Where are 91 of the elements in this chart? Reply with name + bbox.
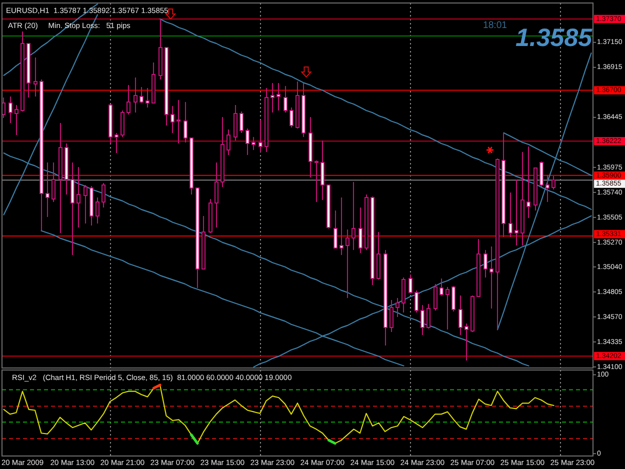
candlestick <box>534 167 538 212</box>
candlestick <box>496 158 500 330</box>
candlestick <box>346 229 350 298</box>
candlestick <box>314 160 318 202</box>
candlestick <box>40 79 44 232</box>
candlestick <box>34 56 38 98</box>
candlestick <box>358 206 362 254</box>
candlestick <box>540 161 544 188</box>
candlestick <box>164 47 168 126</box>
candlestick <box>108 104 112 144</box>
candlestick <box>270 82 274 114</box>
candlestick <box>246 128 250 156</box>
candlestick <box>114 132 118 154</box>
candlestick <box>20 31 24 112</box>
candlestick <box>158 18 162 80</box>
candlestick <box>440 278 444 296</box>
candlestick <box>340 197 344 256</box>
candlestick <box>264 88 268 152</box>
candlestick <box>514 179 518 246</box>
candlestick <box>146 88 150 108</box>
candlestick <box>446 286 450 330</box>
candlestick <box>320 140 324 200</box>
candlestick <box>140 86 144 104</box>
candlestick <box>220 116 224 188</box>
candlestick <box>214 162 218 228</box>
candlestick <box>284 86 288 114</box>
candlestick <box>426 304 430 330</box>
candlestick <box>552 176 556 190</box>
candlestick <box>234 104 238 141</box>
candlestick <box>308 116 312 178</box>
candlestick <box>84 184 88 224</box>
candlestick <box>184 101 188 143</box>
candlestick <box>452 286 456 312</box>
candlestick <box>476 238 480 298</box>
candlestick <box>240 111 244 134</box>
candlestick <box>290 106 294 128</box>
candlestick <box>408 274 412 294</box>
candlestick <box>526 146 530 218</box>
candlestick <box>296 81 300 130</box>
candlestick <box>8 96 12 124</box>
candlestick <box>502 132 506 238</box>
candlestick <box>252 136 256 150</box>
candlestick <box>102 182 106 208</box>
candlestick <box>352 181 356 250</box>
candlestick <box>276 82 280 111</box>
line-series <box>3 384 554 444</box>
candlestick <box>396 297 400 318</box>
candlestick <box>470 295 474 332</box>
candlestick <box>258 120 262 152</box>
candlestick <box>402 277 406 314</box>
candlestick <box>202 215 206 270</box>
candlestick <box>58 122 62 234</box>
candlestick <box>420 304 424 336</box>
candlestick <box>434 283 438 312</box>
candlestick <box>46 162 50 218</box>
candlestick <box>390 299 394 332</box>
candlestick <box>490 246 494 309</box>
candlestick <box>464 322 468 362</box>
candlestick <box>364 194 368 250</box>
candlestick <box>52 162 56 202</box>
candlestick <box>458 295 462 336</box>
candlestick <box>196 188 200 289</box>
candlestick <box>226 129 230 156</box>
candlestick <box>96 197 100 224</box>
candlestick <box>370 196 374 286</box>
candlestick <box>414 290 418 314</box>
candlestick <box>64 142 68 196</box>
candlestick <box>2 97 6 118</box>
candlestick <box>76 166 80 228</box>
candlestick <box>190 138 194 196</box>
annotation: 18:01 <box>483 20 508 31</box>
candlestick <box>376 231 380 280</box>
candlestick <box>302 82 306 138</box>
candlestick <box>134 76 138 114</box>
candlestick <box>14 104 18 136</box>
candlestick <box>546 174 550 202</box>
candlestick <box>176 99 180 144</box>
candlestick <box>70 162 74 256</box>
candlestick <box>208 198 212 234</box>
candlestick <box>326 184 330 230</box>
candlestick <box>90 186 94 226</box>
candlestick <box>120 110 124 138</box>
candlestick <box>334 210 338 248</box>
candlestick <box>126 84 130 116</box>
candlestick <box>484 249 488 278</box>
candlestick <box>152 62 156 104</box>
candlestick <box>170 106 174 134</box>
candlestick <box>508 192 512 238</box>
candlestick <box>384 249 388 346</box>
candlestick <box>520 151 524 246</box>
candlestick <box>26 42 30 98</box>
